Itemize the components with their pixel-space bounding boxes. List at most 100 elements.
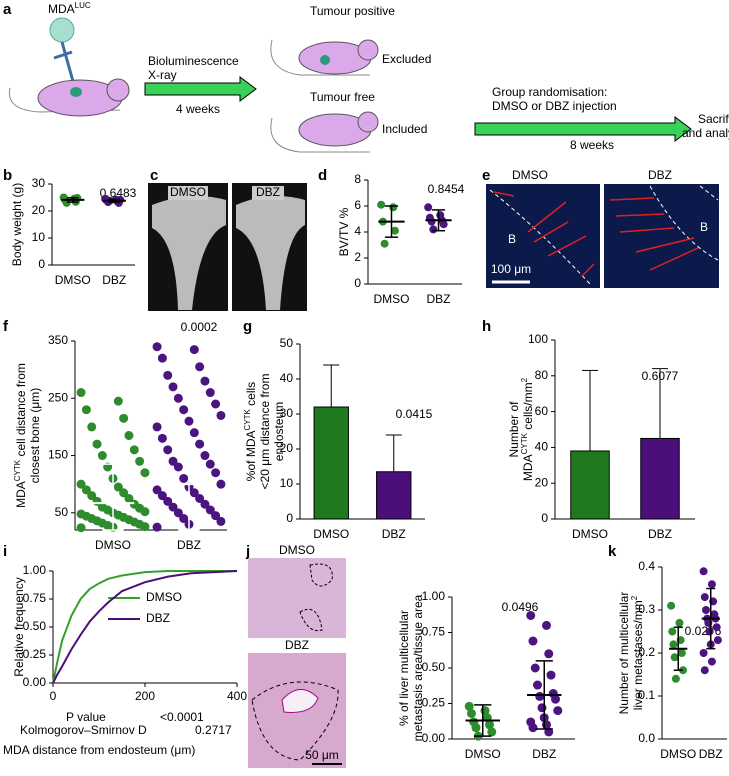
data-point (464, 701, 474, 711)
group-outcome: Included (382, 122, 427, 136)
label-part: % of liver multicellular (397, 610, 411, 726)
y-tick-label: 0 (38, 257, 45, 271)
data-point (189, 345, 199, 355)
data-point (528, 636, 538, 646)
data-point (163, 445, 173, 455)
arrow (144, 76, 257, 102)
y-axis-label: closest bone (μm) (28, 388, 42, 484)
x-tick-label: 400 (227, 689, 247, 703)
data-point (669, 640, 678, 649)
x-tick-label: DMSO (313, 527, 349, 541)
data-point (668, 627, 677, 636)
y-tick-label: 0.00 (23, 675, 47, 689)
x-tick-label: DBZ (648, 527, 672, 541)
data-point (157, 433, 167, 443)
ecdf-line (52, 570, 238, 684)
data-point (179, 405, 189, 415)
y-axis-label: liver metastases/mm2 (630, 595, 646, 710)
data-point (140, 522, 150, 532)
y-tick-label: 0.1 (638, 688, 655, 702)
bone-edge (489, 189, 591, 285)
data-point (485, 720, 495, 730)
data-point (124, 494, 134, 503)
data-point (211, 511, 221, 521)
x-tick-label: DBZ (699, 747, 723, 761)
data-point (701, 606, 710, 614)
data-point (81, 405, 91, 415)
panel-label: e (482, 167, 490, 184)
data-point (168, 502, 178, 512)
y-axis-label: MDACYTK cell distance from (13, 363, 29, 508)
x-tick-label: DBZ (177, 538, 201, 552)
data-point (377, 200, 386, 209)
data-point (152, 485, 162, 495)
data-point (537, 703, 547, 713)
x-axis-label: MDA distance from endosteum (μm) (3, 743, 195, 757)
arrow (474, 116, 692, 142)
y-tick-label: 0.00 (422, 731, 446, 745)
data-point (76, 479, 86, 489)
label-part: %of MDA (244, 431, 258, 482)
data-point (195, 362, 205, 372)
data-point (713, 636, 722, 645)
data-point (466, 708, 476, 718)
stat-label: Kolmogorov–Smirnov D (20, 723, 147, 737)
data-point (140, 468, 150, 478)
data-point (528, 723, 538, 733)
panel-label: c (150, 167, 158, 184)
data-point (189, 488, 199, 498)
x-tick-label: DBZ (427, 292, 451, 306)
data-point (427, 217, 436, 226)
group-text: Tumour free (310, 90, 375, 104)
data-point (135, 456, 145, 466)
y-tick-label: 2 (354, 250, 361, 264)
group-text: Tumour positive (310, 4, 395, 18)
data-point (140, 507, 150, 517)
data-point (700, 666, 709, 675)
data-point (113, 396, 123, 406)
y-tick-label: 0.50 (422, 660, 446, 674)
data-point (76, 388, 86, 398)
data-point (216, 410, 226, 420)
y-tick-label: 0 (354, 276, 361, 290)
legend-label: DMSO (146, 590, 182, 604)
data-point (390, 226, 399, 235)
p-value: 0.8454 (428, 182, 465, 196)
data-point (439, 220, 448, 229)
label-part: cells/mm (521, 382, 535, 433)
data-point (119, 413, 129, 423)
data-point (675, 618, 684, 627)
y-tick-label: 1.00 (422, 589, 446, 603)
fluorescence-images: B B 100 μm DMSO DBZ (486, 168, 719, 288)
data-point (97, 451, 107, 461)
data-point (546, 670, 556, 680)
image-label: DMSO (512, 168, 548, 182)
data-point (679, 666, 688, 675)
panel-labels: a b c d e f g h i j k (3, 1, 617, 560)
x-tick-label: DMSO (374, 292, 410, 306)
data-point (163, 370, 173, 380)
label-part: BV/TV % (337, 207, 351, 256)
y-axis-label: Relative frequency (12, 577, 26, 676)
y-tick-label: 4 (354, 224, 361, 238)
y-tick-label: 250 (48, 390, 68, 404)
region-label: B (508, 232, 516, 246)
superscript: 2 (520, 377, 529, 382)
data-point (157, 353, 167, 363)
mouse-head (357, 111, 379, 133)
y-axis-label: %of MDACYTK cells (243, 382, 259, 481)
y-tick-label: 30 (32, 176, 46, 190)
data-point (705, 627, 714, 636)
y-tick-label: 20 (535, 475, 549, 489)
data-point (667, 601, 676, 610)
x-tick-label: DMSO (55, 273, 91, 287)
data-point (471, 723, 481, 733)
panel-label: i (3, 543, 7, 560)
metastasis-outline (299, 563, 333, 632)
y-tick-label: 0.2 (638, 645, 655, 659)
y-tick-label: 60 (535, 404, 549, 418)
label-bg (168, 186, 208, 200)
tumour (70, 87, 82, 97)
metastasis-outline (251, 681, 339, 761)
distance-arrows (493, 191, 699, 277)
